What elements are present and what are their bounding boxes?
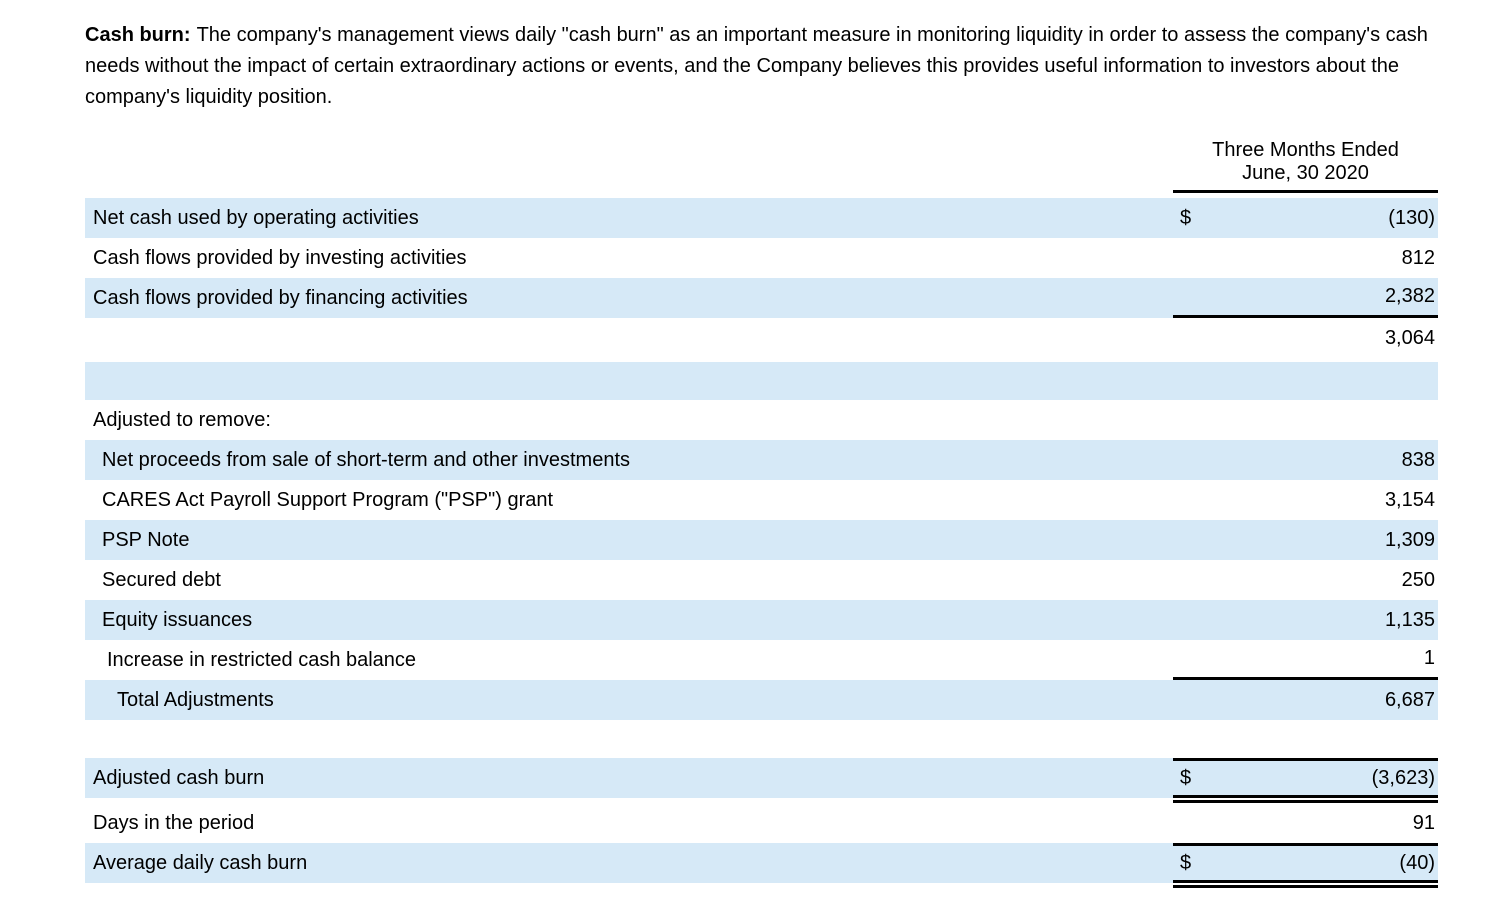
row-label: Adjusted cash burn	[93, 766, 265, 789]
double-rule-line	[1173, 800, 1438, 803]
row-label: Adjusted to remove:	[93, 408, 271, 431]
table-row-investing: Cash flows provided by investing activit…	[85, 238, 1438, 278]
row-label: CARES Act Payroll Support Program ("PSP"…	[102, 488, 554, 511]
row-value-cell: 2,382	[1173, 278, 1438, 318]
row-value: 838	[1401, 448, 1435, 471]
intro-text: The company's management views daily "ca…	[85, 24, 1428, 108]
row-value-cell: 3,154	[1173, 480, 1438, 520]
row-value-cell: 812	[1173, 238, 1438, 278]
section-gap	[85, 720, 1438, 758]
table-header: Three Months Ended June, 30 2020	[85, 139, 1438, 193]
row-value-cell: 1,135	[1173, 600, 1438, 640]
row-value-cell	[1173, 400, 1438, 440]
row-value: 2,382	[1384, 285, 1435, 307]
row-value: 812	[1401, 246, 1435, 269]
row-value-cell: $ (40)	[1173, 843, 1438, 883]
row-label: Average daily cash burn	[93, 851, 308, 874]
table-row-average-daily-cash-burn: Average daily cash burn $ (40)	[85, 843, 1438, 883]
row-label: Secured debt	[102, 568, 221, 591]
table-row-financing: Cash flows provided by financing activit…	[85, 278, 1438, 318]
table-row-equity-issuances: Equity issuances 1,135	[85, 600, 1438, 640]
row-value: 1	[1423, 647, 1435, 669]
row-label: Cash flows provided by investing activit…	[93, 246, 467, 269]
row-label: Total Adjustments	[117, 688, 274, 711]
period-header-line1: Three Months Ended	[1212, 139, 1399, 161]
row-value: 3,154	[1384, 488, 1435, 511]
row-value: (3,623)	[1371, 766, 1435, 789]
double-rule	[85, 885, 1438, 888]
row-value-cell: 1	[1173, 640, 1438, 680]
row-label: Days in the period	[93, 811, 255, 834]
double-rule-line	[1173, 885, 1438, 888]
table-row-adjusted-cash-burn: Adjusted cash burn $ (3,623)	[85, 758, 1438, 798]
table-row-cares-psp-grant: CARES Act Payroll Support Program ("PSP"…	[85, 480, 1438, 520]
row-value: 1,309	[1384, 528, 1435, 551]
row-value-cell	[1173, 362, 1438, 400]
row-value-cell: $ (3,623)	[1173, 758, 1438, 798]
table-row-blank	[85, 362, 1438, 400]
table-row-adjusted-to-remove: Adjusted to remove:	[85, 400, 1438, 440]
row-value-cell: $ (130)	[1173, 198, 1438, 238]
currency-symbol: $	[1180, 206, 1192, 229]
row-value: (40)	[1399, 851, 1435, 874]
row-label: Net proceeds from sale of short-term and…	[102, 448, 631, 471]
row-value: (130)	[1388, 206, 1435, 229]
table-row-psp-note: PSP Note 1,309	[85, 520, 1438, 560]
table-row-net-cash-operating: Net cash used by operating activities $ …	[85, 198, 1438, 238]
row-label: Equity issuances	[102, 608, 253, 631]
row-value: 3,064	[1384, 326, 1435, 349]
table-row-subtotal: 3,064	[85, 318, 1438, 358]
row-value: 6,687	[1384, 688, 1435, 711]
table-row-secured-debt: Secured debt 250	[85, 560, 1438, 600]
row-value-cell: 6,687	[1173, 680, 1438, 720]
intro-paragraph: Cash burn: The company's management views…	[85, 20, 1441, 113]
table-row-restricted-cash: Increase in restricted cash balance 1	[85, 640, 1438, 680]
row-value-cell: 1,309	[1173, 520, 1438, 560]
cash-burn-table: Three Months Ended June, 30 2020 Net cas…	[85, 139, 1438, 888]
currency-symbol: $	[1180, 851, 1192, 874]
period-header: Three Months Ended June, 30 2020	[1173, 139, 1438, 193]
double-rule	[85, 800, 1438, 803]
table-row-total-adjustments: Total Adjustments 6,687	[85, 680, 1438, 720]
row-value: 250	[1401, 568, 1435, 591]
table-body: Net cash used by operating activities $ …	[85, 198, 1438, 888]
row-value-cell: 3,064	[1173, 318, 1438, 358]
row-value-cell: 838	[1173, 440, 1438, 480]
table-row-days-in-period: Days in the period 91	[85, 803, 1438, 843]
row-label: Cash flows provided by financing activit…	[93, 286, 468, 309]
row-label: PSP Note	[102, 528, 190, 551]
row-value-cell: 250	[1173, 560, 1438, 600]
row-label: Net cash used by operating activities	[93, 206, 419, 229]
row-value: 1,135	[1384, 608, 1435, 631]
period-header-line2: June, 30 2020	[1242, 162, 1369, 184]
row-label: Increase in restricted cash balance	[107, 648, 417, 671]
table-row-net-proceeds: Net proceeds from sale of short-term and…	[85, 440, 1438, 480]
row-value: 91	[1412, 811, 1435, 834]
row-value-cell: 91	[1173, 803, 1438, 843]
currency-symbol: $	[1180, 766, 1192, 789]
intro-lead: Cash burn:	[85, 24, 191, 46]
